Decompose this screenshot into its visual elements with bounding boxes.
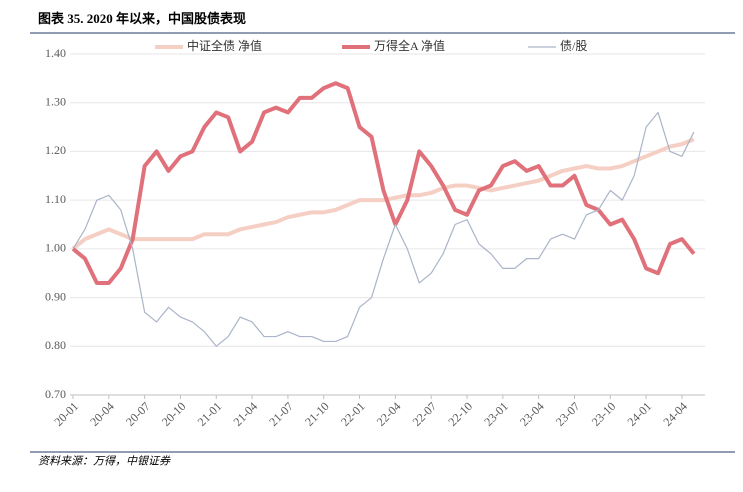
x-tick-label: 20-07 [123,399,153,429]
x-tick-label: 21-10 [302,399,332,429]
x-tick-label: 21-04 [230,399,260,429]
source: 资料来源：万得，中银证券 [38,455,171,468]
x-tick-label: 24-04 [660,399,690,429]
legend-label: 中证全债 净值 [187,38,262,53]
x-tick-label: 20-04 [87,399,117,429]
x-tick-label: 20-10 [159,399,189,429]
x-tick-label: 24-01 [624,399,654,429]
y-tick-label: 1.40 [45,46,66,60]
x-tick-label: 22-04 [374,399,404,429]
x-tick-label: 23-01 [481,399,511,429]
series-line [71,81,696,285]
y-tick-label: 0.70 [45,387,66,401]
y-tick-label: 0.80 [45,338,66,352]
y-tick-label: 1.00 [45,241,66,255]
x-tick-label: 21-01 [195,399,225,429]
y-tick-label: 1.10 [45,192,66,206]
y-tick-label: 1.30 [45,94,66,108]
x-tick-label: 23-07 [553,399,583,429]
x-tick-label: 22-01 [338,399,368,429]
y-tick-label: 1.20 [45,143,66,157]
x-tick-label: 21-07 [266,399,296,429]
x-tick-label: 23-10 [589,399,619,429]
y-tick-label: 0.90 [45,289,66,303]
x-tick-label: 20-01 [51,399,81,429]
x-tick-label: 22-07 [410,399,440,429]
x-tick-label: 23-04 [517,399,547,429]
legend-label: 债/股 [560,39,587,53]
chart-title: 图表 35. 2020 年以来，中国股债表现 [38,11,246,26]
series-line [72,111,695,347]
legend-label: 万得全A 净值 [374,38,445,53]
x-tick-label: 22-10 [445,399,475,429]
series-line [71,137,695,251]
